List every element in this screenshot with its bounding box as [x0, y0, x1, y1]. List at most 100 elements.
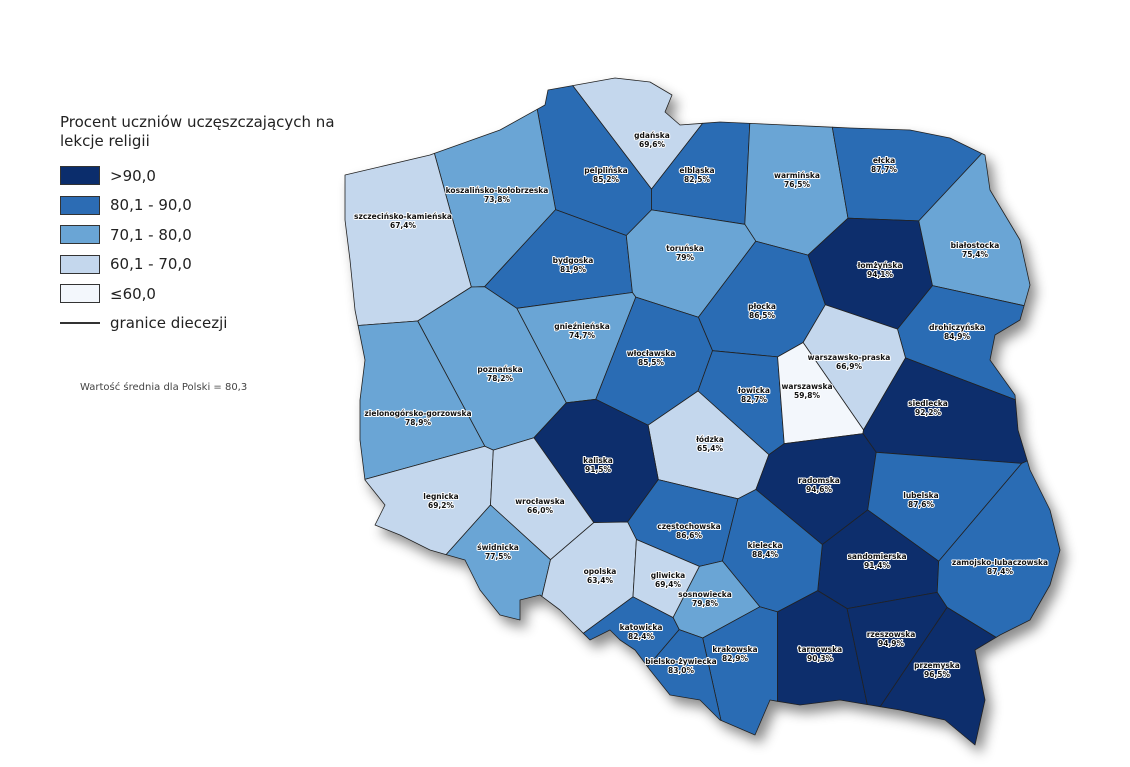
- region-value: 86,6%: [676, 531, 703, 540]
- region-name: warszawsko-praska: [808, 353, 891, 362]
- region-value: 82,7%: [741, 395, 768, 404]
- region-value: 81,9%: [560, 265, 587, 274]
- region-name: sandomierska: [847, 552, 906, 561]
- region-value: 87,6%: [908, 500, 935, 509]
- region-name: opolska: [584, 567, 617, 576]
- region-value: 79,8%: [692, 599, 719, 608]
- region-name: zielonogórsko-gorzowska: [364, 409, 471, 418]
- legend-label: 80,1 - 90,0: [110, 196, 192, 215]
- region-name: przemyska: [914, 661, 960, 670]
- region-value: 92,2%: [915, 408, 942, 417]
- region-value: 87,4%: [987, 567, 1014, 576]
- region: [897, 285, 1025, 401]
- region-name: koszalińsko-kołobrzeska: [446, 186, 549, 195]
- region-value: 73,8%: [484, 195, 511, 204]
- region-value: 82,4%: [628, 632, 655, 641]
- region-value: 90,3%: [807, 654, 834, 663]
- region-value: 86,5%: [749, 311, 776, 320]
- legend-item: 70,1 - 80,0: [60, 220, 350, 250]
- region-name: bydgoska: [553, 256, 594, 265]
- region: [936, 460, 1061, 638]
- region-name: świdnicka: [477, 543, 519, 552]
- region-name: sosnowiecka: [678, 590, 732, 599]
- region: [445, 504, 551, 621]
- legend-label: 70,1 - 80,0: [110, 225, 192, 244]
- region-value: 94,1%: [867, 270, 894, 279]
- legend-label: >90,0: [110, 166, 156, 185]
- region-value: 85,5%: [638, 358, 665, 367]
- region: [357, 320, 486, 480]
- region-name: siedlecka: [908, 399, 948, 408]
- region-name: częstochowska: [657, 522, 720, 531]
- region-name: katowicka: [620, 623, 663, 632]
- region-name: pelplińska: [584, 166, 627, 175]
- region-value: 96,5%: [924, 670, 951, 679]
- region: [918, 153, 1031, 307]
- region-name: białostocka: [951, 241, 1000, 250]
- region-name: rzeszowska: [867, 630, 916, 639]
- region-value: 91,4%: [864, 561, 891, 570]
- region-value: 94,9%: [878, 639, 905, 648]
- region-value: 74,7%: [569, 331, 596, 340]
- legend-item: >90,0: [60, 161, 350, 191]
- region-name: toruńska: [666, 244, 704, 253]
- region-value: 65,4%: [697, 444, 724, 453]
- region-value: 75,4%: [962, 250, 989, 259]
- region-value: 77,5%: [485, 552, 512, 561]
- region-name: zamojsko-lubaczowska: [952, 558, 1048, 567]
- legend-swatch: [60, 166, 100, 186]
- legend-swatch: [60, 284, 100, 304]
- legend-title: Procent uczniów uczęszczających na lekcj…: [60, 113, 335, 150]
- region-value: 83,0%: [668, 666, 695, 675]
- region-name: łódzka: [695, 435, 724, 444]
- region-value: 69,4%: [655, 580, 682, 589]
- legend-boundary: granice diecezji: [60, 309, 350, 339]
- note: Wartość średnia dla Polski = 80,3: [80, 382, 248, 393]
- region-name: gnieźnieńska: [554, 322, 610, 331]
- region-name: płocka: [748, 302, 776, 311]
- region-name: bielsko-żywiecka: [645, 657, 716, 666]
- region-value: 84,9%: [944, 332, 971, 341]
- region-value: 79%: [676, 253, 694, 262]
- region-value: 88,4%: [752, 550, 779, 559]
- region-value: 91,5%: [585, 465, 612, 474]
- region: [879, 607, 997, 746]
- region-name: ełcka: [873, 156, 895, 165]
- region: [647, 629, 722, 721]
- region-name: szczecińsko-kamieńska: [354, 212, 452, 221]
- region-name: radomska: [798, 476, 840, 485]
- region-name: poznańska: [477, 365, 522, 374]
- region-name: kielecka: [748, 541, 783, 550]
- region-name: krakowska: [712, 645, 757, 654]
- legend-swatch: [60, 254, 100, 274]
- region-value: 78,2%: [487, 374, 514, 383]
- region-value: 69,2%: [428, 501, 455, 510]
- regions: [344, 77, 1061, 746]
- region-name: włocławska: [627, 349, 676, 358]
- region-value: 82,9%: [722, 654, 749, 663]
- legend-item: 80,1 - 90,0: [60, 191, 350, 221]
- region-name: warszawska: [781, 382, 832, 391]
- region-value: 87,7%: [871, 165, 898, 174]
- legend-label: 60,1 - 70,0: [110, 255, 192, 274]
- legend-label: granice diecezji: [110, 314, 228, 333]
- region-name: elbląska: [679, 166, 714, 175]
- region-value: 59,8%: [794, 391, 821, 400]
- region-value: 66,9%: [836, 362, 863, 371]
- region-value: 69,6%: [639, 140, 666, 149]
- region-name: łomżyńska: [857, 261, 903, 270]
- region-value: 82,5%: [684, 175, 711, 184]
- region-name: gliwicka: [651, 571, 686, 580]
- legend-item: 60,1 - 70,0: [60, 250, 350, 280]
- region-name: kaliska: [583, 456, 613, 465]
- region: [777, 590, 868, 706]
- legend-swatch: [60, 195, 100, 215]
- boundary-swatch: [60, 322, 100, 325]
- region-name: drohiczyńska: [929, 323, 985, 332]
- region-name: warmińska: [774, 171, 820, 180]
- region-value: 63,4%: [587, 576, 614, 585]
- region-value: 94,6%: [806, 485, 833, 494]
